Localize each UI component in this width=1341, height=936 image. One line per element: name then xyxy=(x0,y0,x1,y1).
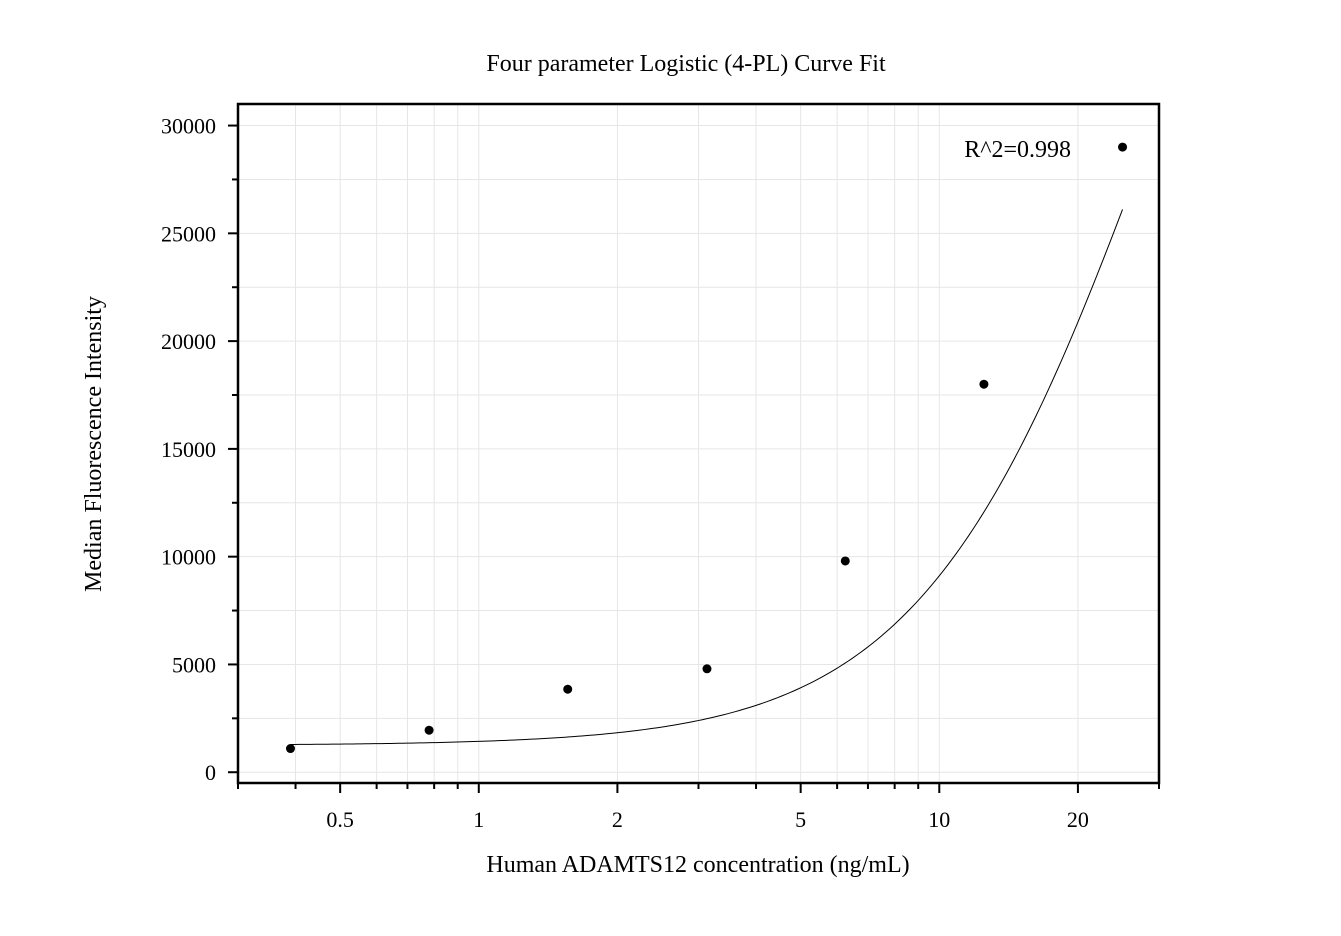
y-tick-label: 30000 xyxy=(161,114,216,139)
x-tick-label: 2 xyxy=(612,807,623,832)
y-tick-label: 0 xyxy=(205,760,216,785)
y-tick-label: 5000 xyxy=(172,652,216,677)
data-point xyxy=(979,379,989,389)
y-axis-label: Median Fluorescence Intensity xyxy=(81,296,107,592)
data-point xyxy=(1118,142,1128,152)
data-point xyxy=(702,664,712,674)
x-tick-label: 20 xyxy=(1067,807,1089,832)
y-tick-label: 10000 xyxy=(161,545,216,570)
x-tick-label: 0.5 xyxy=(326,807,354,832)
x-axis: 0.5 1 2 5 10 20 xyxy=(237,783,1160,832)
data-point xyxy=(424,725,434,735)
y-tick-label: 20000 xyxy=(161,329,216,354)
r-squared-annotation: R^2=0.998 xyxy=(964,137,1071,163)
grid xyxy=(237,104,1160,783)
chart-title: Four parameter Logistic (4-PL) Curve Fit xyxy=(486,51,886,77)
y-axis: 0 5000 10000 15000 20000 25000 30000 xyxy=(161,114,238,785)
fit-curve xyxy=(290,209,1124,745)
x-tick-label: 10 xyxy=(928,807,950,832)
data-points xyxy=(285,142,1128,754)
data-point xyxy=(563,684,573,694)
data-point xyxy=(285,744,295,754)
x-axis-label: Human ADAMTS12 concentration (ng/mL) xyxy=(486,852,909,878)
x-tick-label: 5 xyxy=(795,807,806,832)
x-tick-label: 1 xyxy=(473,807,484,832)
data-point xyxy=(840,556,850,566)
y-tick-label: 15000 xyxy=(161,437,216,462)
y-tick-label: 25000 xyxy=(161,221,216,246)
